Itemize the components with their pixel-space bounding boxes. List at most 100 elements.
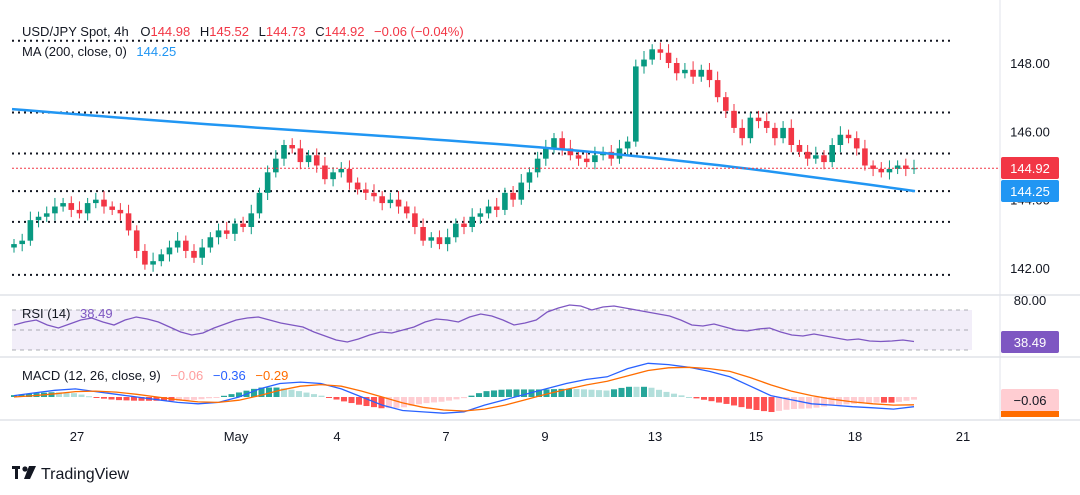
histogram-bar xyxy=(851,397,857,404)
histogram-bar xyxy=(768,397,775,413)
histogram-bar xyxy=(71,393,77,397)
histogram-bar xyxy=(536,389,542,397)
candle-body xyxy=(223,230,230,234)
candle-body xyxy=(763,121,770,128)
candle-body xyxy=(886,168,893,173)
histogram-bar xyxy=(86,396,92,398)
histogram-bar xyxy=(401,397,407,408)
candle-body xyxy=(420,227,426,241)
candle-body xyxy=(845,134,852,139)
candle-body xyxy=(739,127,745,139)
horizontal-levels xyxy=(12,39,950,276)
candle-body xyxy=(183,240,189,251)
candle-body xyxy=(583,158,590,163)
candle-body xyxy=(403,206,410,214)
rsi-upper-tick: 80.00 xyxy=(1014,293,1047,308)
macd-signal-value: −0.29 xyxy=(255,368,288,383)
histogram-bar xyxy=(858,397,865,404)
candle-body xyxy=(714,80,721,98)
candle-body xyxy=(657,49,664,53)
histogram-bar xyxy=(836,397,842,405)
histogram-bar xyxy=(881,397,887,403)
histogram-bar xyxy=(393,397,400,408)
histogram-bar xyxy=(641,386,647,397)
tradingview-logo[interactable]: TradingView xyxy=(12,466,129,483)
candle-body xyxy=(551,138,557,149)
histogram-bar xyxy=(476,393,482,397)
histogram-bar xyxy=(423,397,430,404)
histogram-bar xyxy=(18,394,25,397)
histogram-bar xyxy=(558,388,565,397)
candle-body xyxy=(379,196,385,204)
histogram-bar xyxy=(708,397,715,402)
symbol-label[interactable]: USD/JPY Spot, 4h xyxy=(22,24,129,39)
histogram-bar xyxy=(438,397,445,402)
histogram-bar xyxy=(483,391,490,397)
candle-body xyxy=(281,145,287,159)
histogram-bar xyxy=(626,386,632,397)
histogram-bar xyxy=(63,392,70,397)
histogram-bar xyxy=(266,387,272,397)
candle-body xyxy=(322,165,328,180)
candle-body xyxy=(150,261,156,265)
time-tick-label: 7 xyxy=(442,429,449,444)
candle-body xyxy=(853,138,860,149)
rsi-legend: RSI (14) 38.49 xyxy=(22,306,113,321)
candle-body xyxy=(747,117,754,139)
histogram-bar xyxy=(813,397,820,408)
histogram-bar xyxy=(633,386,640,397)
time-tick-label: 4 xyxy=(333,429,340,444)
candle-body xyxy=(166,247,173,255)
price-tick-label: 146.00 xyxy=(1010,124,1050,139)
ma-label[interactable]: MA (200, close, 0) xyxy=(22,44,127,59)
candle-body xyxy=(903,165,909,169)
histogram-bar xyxy=(213,397,220,398)
candle-body xyxy=(780,127,786,139)
candle-body xyxy=(788,127,795,145)
candle-body xyxy=(837,134,844,145)
macd-label[interactable]: MACD (12, 26, close, 9) xyxy=(22,368,161,383)
candle-body xyxy=(101,199,107,207)
histogram-bar xyxy=(138,397,145,401)
histogram-bar xyxy=(873,397,880,403)
macd-histogram xyxy=(11,386,917,413)
histogram-bar xyxy=(446,397,452,401)
candle-body xyxy=(387,199,394,204)
price-tick-label: 148.00 xyxy=(1010,56,1050,71)
candle-body xyxy=(829,145,835,163)
histogram-bar xyxy=(183,397,190,401)
time-tick-label: 13 xyxy=(648,429,662,444)
rsi-levels xyxy=(12,309,972,351)
histogram-bar xyxy=(116,397,122,401)
open-value: 144.98 xyxy=(150,24,190,39)
candle-body xyxy=(76,209,83,214)
last-price-badge-text: 144.92 xyxy=(1010,161,1050,176)
candle-body xyxy=(559,138,565,149)
candle-body xyxy=(502,192,508,210)
rsi-label[interactable]: RSI (14) xyxy=(22,306,70,321)
histogram-bar xyxy=(386,397,392,409)
price-tick-label: 142.00 xyxy=(1010,261,1050,276)
candle-body xyxy=(608,151,615,159)
histogram-bar xyxy=(11,395,17,397)
candle-body xyxy=(27,220,34,241)
candle-body xyxy=(813,155,819,159)
histogram-bar xyxy=(416,397,422,405)
time-axis[interactable]: 27 May 4 7 9 13 15 18 21 xyxy=(70,429,970,444)
candle-body xyxy=(199,247,205,258)
histogram-bar xyxy=(671,393,677,397)
candle-body xyxy=(215,230,222,238)
candle-body xyxy=(428,237,435,241)
macd-macd-value: −0.36 xyxy=(213,368,246,383)
candle-body xyxy=(11,244,17,248)
histogram-bar xyxy=(618,387,625,397)
histogram-bar xyxy=(281,388,287,397)
candle-body xyxy=(804,151,811,159)
ma200-line xyxy=(11,107,916,193)
histogram-bar xyxy=(791,397,797,409)
macd-legend: MACD (12, 26, close, 9) −0.06 −0.36 −0.2… xyxy=(22,368,288,383)
candle-body xyxy=(731,110,737,128)
histogram-bar xyxy=(566,388,572,397)
